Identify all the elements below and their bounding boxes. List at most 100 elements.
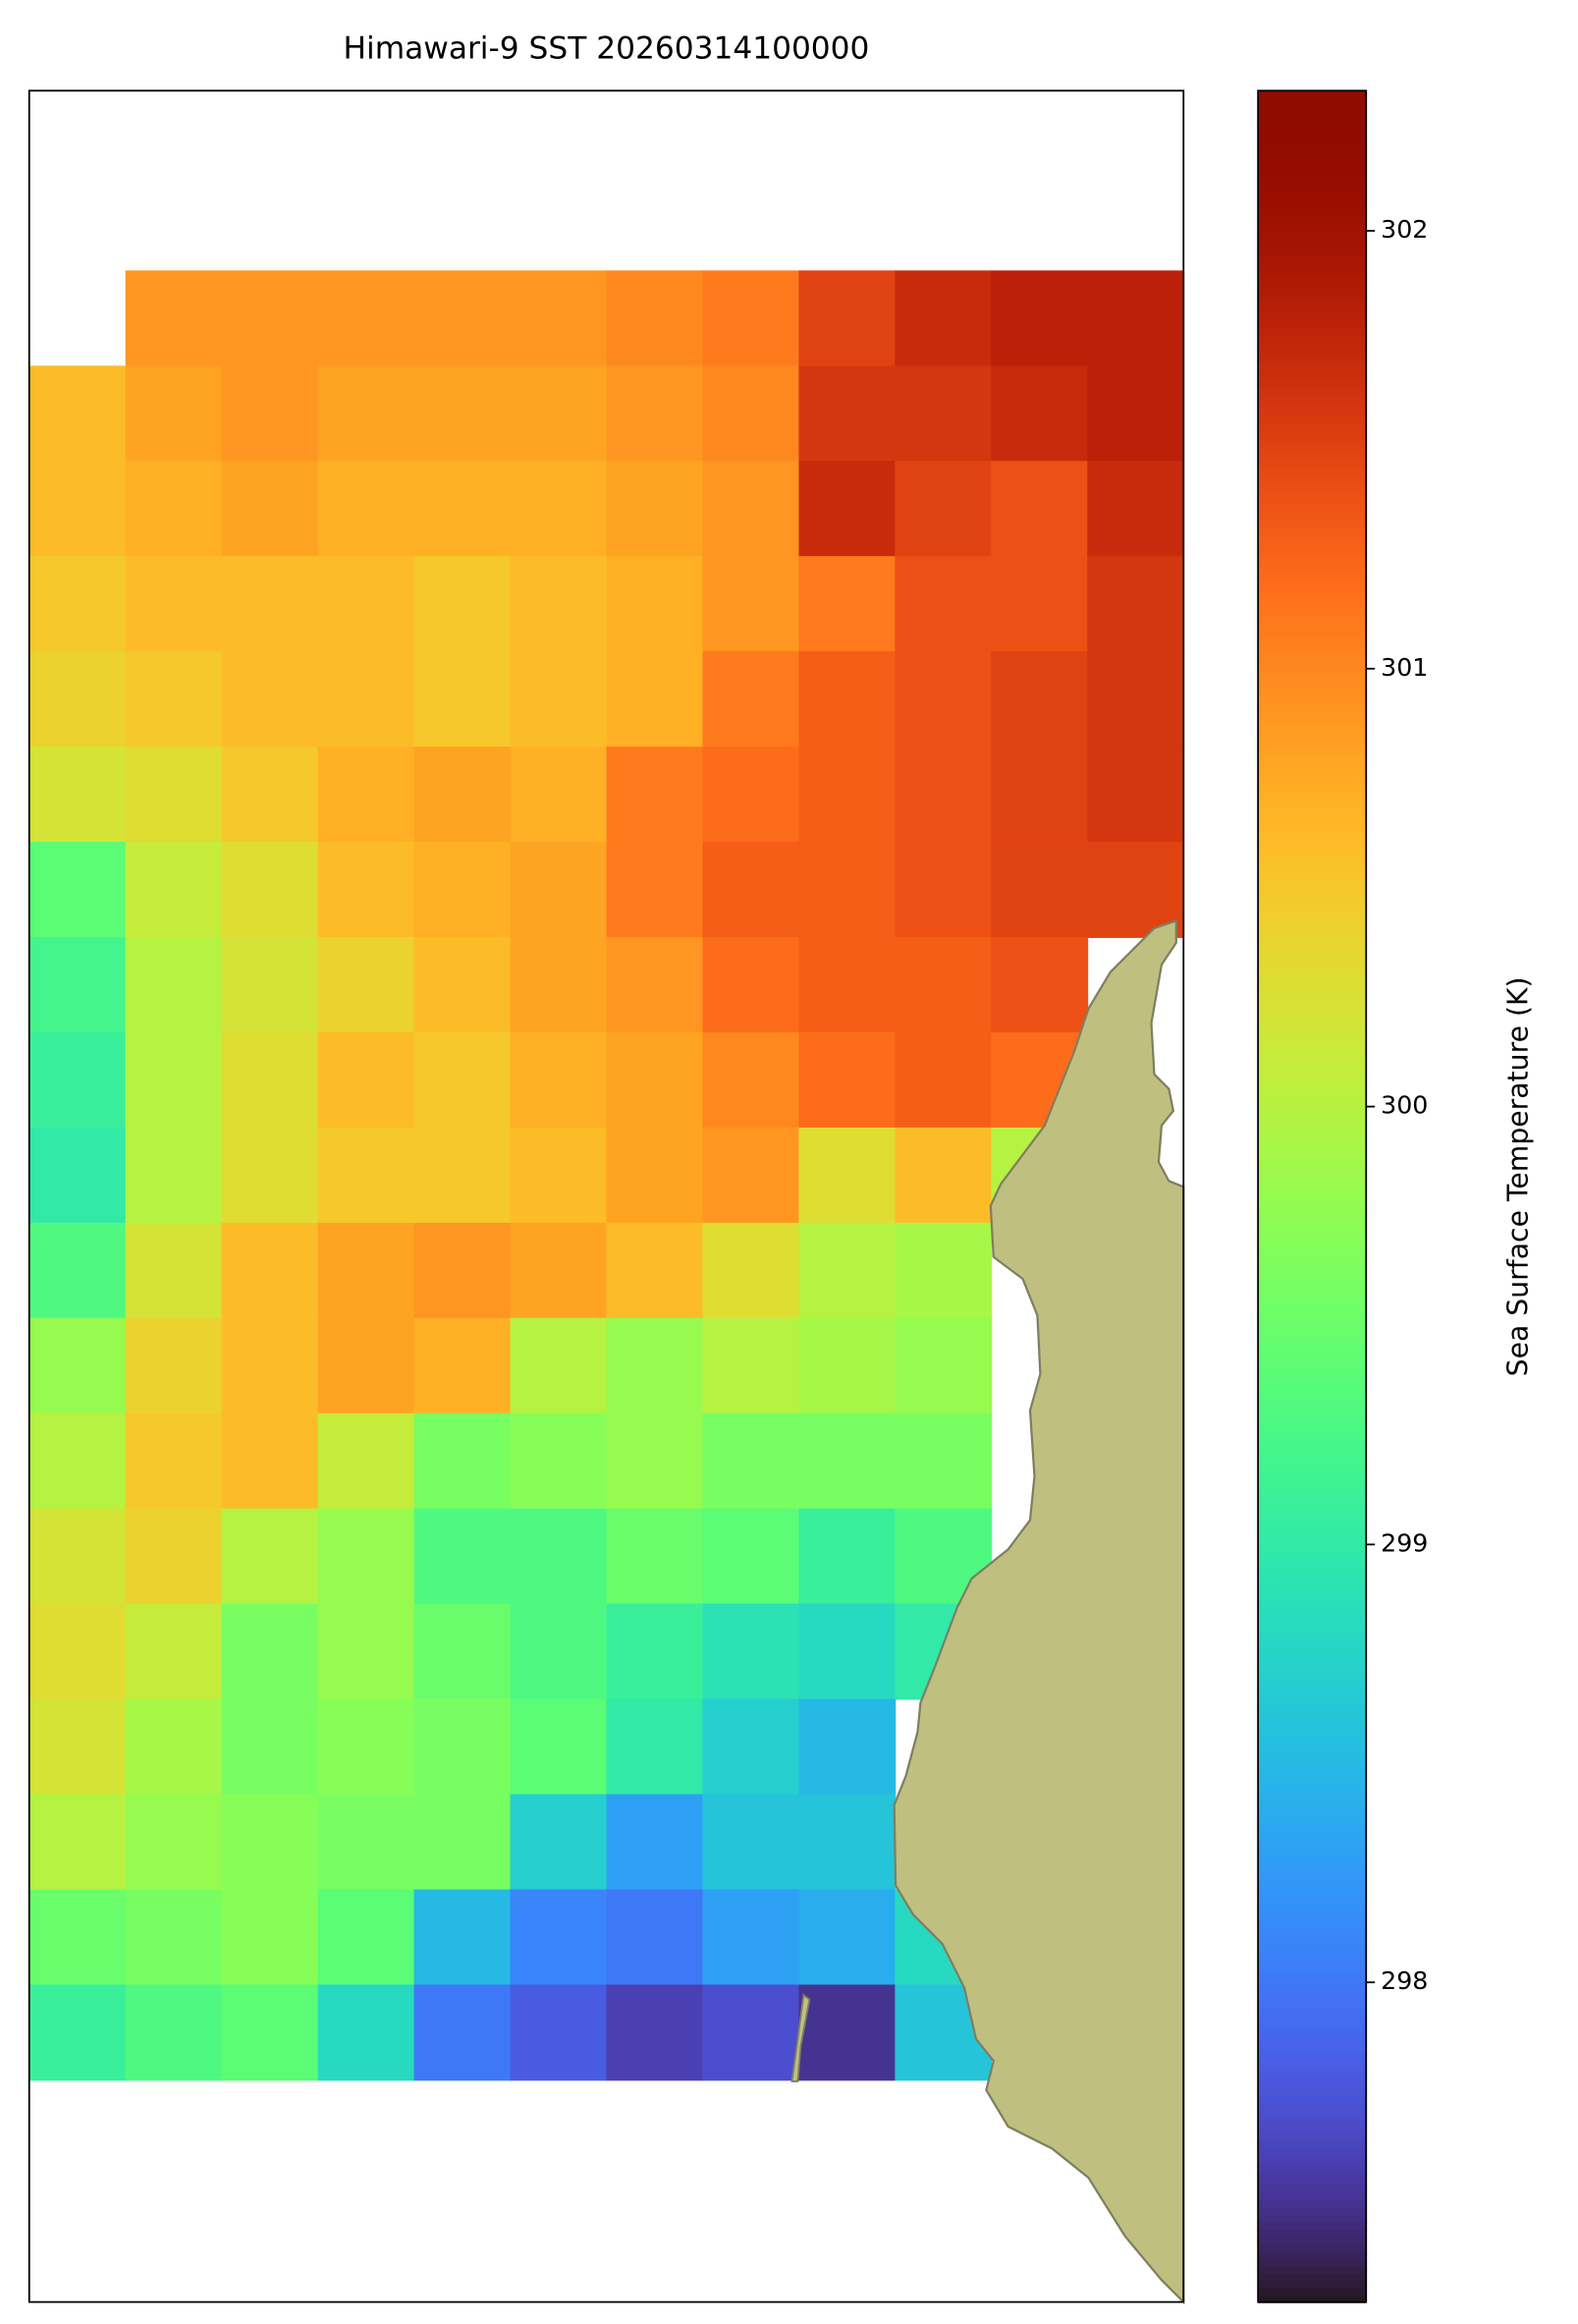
colorbar-step bbox=[1258, 1845, 1367, 1854]
sst-cell bbox=[413, 747, 512, 843]
colorbar-step bbox=[1258, 1048, 1367, 1058]
colorbar-step bbox=[1258, 930, 1367, 940]
sst-cell bbox=[413, 1508, 512, 1605]
sst-cell bbox=[510, 842, 608, 938]
colorbar-step bbox=[1258, 1218, 1367, 1228]
sst-cell bbox=[1087, 365, 1185, 463]
sst-cell bbox=[221, 1031, 319, 1129]
colorbar-step bbox=[1258, 186, 1367, 195]
sst-cell bbox=[606, 1508, 704, 1605]
sst-cell bbox=[413, 461, 512, 558]
sst-cell bbox=[125, 1031, 223, 1129]
sst-cell bbox=[510, 1031, 608, 1129]
colorbar-step bbox=[1258, 1210, 1367, 1220]
colorbar-step bbox=[1258, 1144, 1367, 1154]
sst-cell bbox=[28, 1317, 127, 1414]
sst-cell bbox=[510, 1889, 608, 1986]
colorbar-step bbox=[1258, 2147, 1367, 2156]
sst-cell bbox=[221, 365, 319, 463]
sst-cell bbox=[606, 1889, 704, 1986]
colorbar-label: Sea Surface Temperature (K) bbox=[1501, 976, 1534, 1376]
sst-cell bbox=[798, 461, 897, 558]
sst-cell bbox=[317, 747, 415, 843]
sst-cell bbox=[413, 1222, 512, 1319]
sst-cell bbox=[221, 556, 319, 653]
colorbar-step bbox=[1258, 1468, 1367, 1478]
colorbar-step bbox=[1258, 481, 1367, 490]
colorbar-step bbox=[1258, 1026, 1367, 1036]
colorbar-step bbox=[1258, 2272, 1367, 2282]
colorbar bbox=[1258, 90, 1367, 2303]
sst-cell bbox=[895, 842, 993, 938]
colorbar-step bbox=[1258, 1866, 1367, 1876]
colorbar-step bbox=[1258, 1918, 1367, 1928]
sst-cell bbox=[510, 1984, 608, 2081]
sst-cell bbox=[317, 1603, 415, 1700]
sst-cell bbox=[895, 1412, 993, 1510]
colorbar-step bbox=[1258, 1881, 1367, 1891]
colorbar-step bbox=[1258, 311, 1367, 321]
sst-cell bbox=[798, 1508, 897, 1605]
colorbar-step bbox=[1258, 1933, 1367, 1943]
colorbar-step bbox=[1258, 2162, 1367, 2171]
colorbar-step bbox=[1258, 1255, 1367, 1264]
sst-cell bbox=[221, 1412, 319, 1510]
sst-cell bbox=[895, 1127, 993, 1224]
colorbar-step bbox=[1258, 1822, 1367, 1832]
colorbar-step bbox=[1258, 945, 1367, 955]
colorbar-step bbox=[1258, 960, 1367, 969]
sst-cell bbox=[125, 365, 223, 463]
colorbar-step bbox=[1258, 2110, 1367, 2120]
colorbar-step bbox=[1258, 1019, 1367, 1028]
sst-cell bbox=[702, 1508, 800, 1605]
colorbar-step bbox=[1258, 2287, 1367, 2296]
colorbar-step bbox=[1258, 1616, 1367, 1626]
colorbar-step bbox=[1258, 2007, 1367, 2017]
colorbar-step bbox=[1258, 1092, 1367, 1102]
sst-cell bbox=[317, 1222, 415, 1319]
sst-cell bbox=[317, 1794, 415, 1891]
sst-cell bbox=[702, 1984, 800, 2081]
colorbar-step bbox=[1258, 1491, 1367, 1500]
colorbar-step bbox=[1258, 842, 1367, 852]
sst-cell bbox=[413, 1603, 512, 1700]
sst-cell bbox=[28, 1127, 127, 1224]
colorbar-step bbox=[1258, 739, 1367, 748]
colorbar-step bbox=[1258, 452, 1367, 461]
sst-cell bbox=[28, 365, 127, 463]
sst-cell bbox=[28, 842, 127, 938]
sst-cell bbox=[798, 1984, 897, 2081]
colorbar-step bbox=[1258, 408, 1367, 416]
colorbar-step bbox=[1258, 694, 1367, 704]
colorbar-step bbox=[1258, 1586, 1367, 1596]
colorbar-step bbox=[1258, 459, 1367, 469]
sst-cell bbox=[28, 1984, 127, 2081]
colorbar-step bbox=[1258, 2177, 1367, 2186]
sst-cell bbox=[221, 1222, 319, 1319]
sst-cell bbox=[895, 937, 993, 1033]
colorbar-step bbox=[1258, 120, 1367, 130]
colorbar-step bbox=[1258, 1550, 1367, 1559]
sst-cell bbox=[606, 842, 704, 938]
colorbar-step bbox=[1258, 1344, 1367, 1353]
colorbar-step bbox=[1258, 2250, 1367, 2259]
colorbar-step bbox=[1258, 636, 1367, 645]
colorbar-step bbox=[1258, 297, 1367, 306]
sst-cell bbox=[606, 1031, 704, 1129]
sst-cell bbox=[895, 365, 993, 463]
colorbar-step bbox=[1258, 953, 1367, 963]
sst-cell bbox=[702, 270, 800, 367]
colorbar-step bbox=[1258, 2066, 1367, 2075]
colorbar-step bbox=[1258, 1012, 1367, 1022]
sst-cell bbox=[317, 651, 415, 747]
colorbar-step bbox=[1258, 1100, 1367, 1110]
sst-cell bbox=[510, 556, 608, 653]
colorbar-step bbox=[1258, 1601, 1367, 1611]
sst-cell bbox=[221, 1508, 319, 1605]
colorbar-step bbox=[1258, 444, 1367, 454]
colorbar-step bbox=[1258, 1498, 1367, 1508]
colorbar-step bbox=[1258, 2191, 1367, 2200]
colorbar-step bbox=[1258, 2058, 1367, 2068]
sst-cell bbox=[125, 1317, 223, 1414]
colorbar-step bbox=[1258, 341, 1367, 351]
